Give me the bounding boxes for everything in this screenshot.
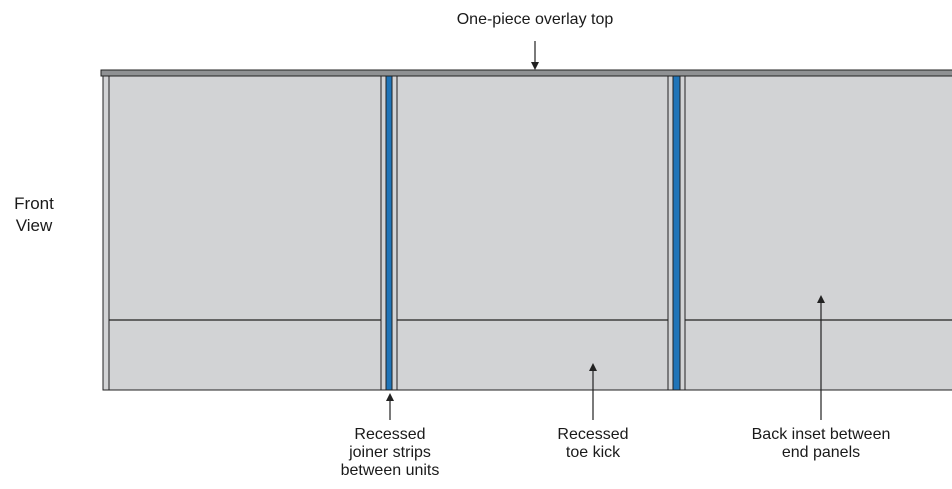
cabinet-unit-2 xyxy=(396,74,669,391)
overlay-top xyxy=(100,69,952,77)
joiner-strips-callout: Recessed joiner strips between units xyxy=(310,426,470,480)
front-view-label-line2: View xyxy=(15,216,53,235)
cabinet-unit-3 xyxy=(684,74,952,391)
joiner-strip-1 xyxy=(385,74,393,391)
overlay-top-callout: One-piece overlay top xyxy=(456,11,614,28)
joiner-callout-line2: joiner strips xyxy=(349,444,431,461)
toe-kick-callout: Recessed toe kick xyxy=(513,426,673,462)
cabinet-unit-1 xyxy=(108,74,382,391)
toe-kick-callout-line2: toe kick xyxy=(565,444,621,461)
front-view-label-line1: Front xyxy=(14,194,54,213)
back-inset-callout-line2: end panels xyxy=(781,444,861,461)
toe-kick-callout-line1: Recessed xyxy=(557,426,629,443)
left-end-panel xyxy=(102,74,110,391)
joiner-callout-line1: Recessed xyxy=(354,426,426,443)
front-view-label: Front View xyxy=(2,193,66,237)
joiner-strip-2 xyxy=(672,74,681,391)
joiner-callout-line3: between units xyxy=(340,462,440,479)
back-inset-callout-line1: Back inset between xyxy=(751,426,891,443)
back-inset-callout: Back inset between end panels xyxy=(721,426,921,462)
